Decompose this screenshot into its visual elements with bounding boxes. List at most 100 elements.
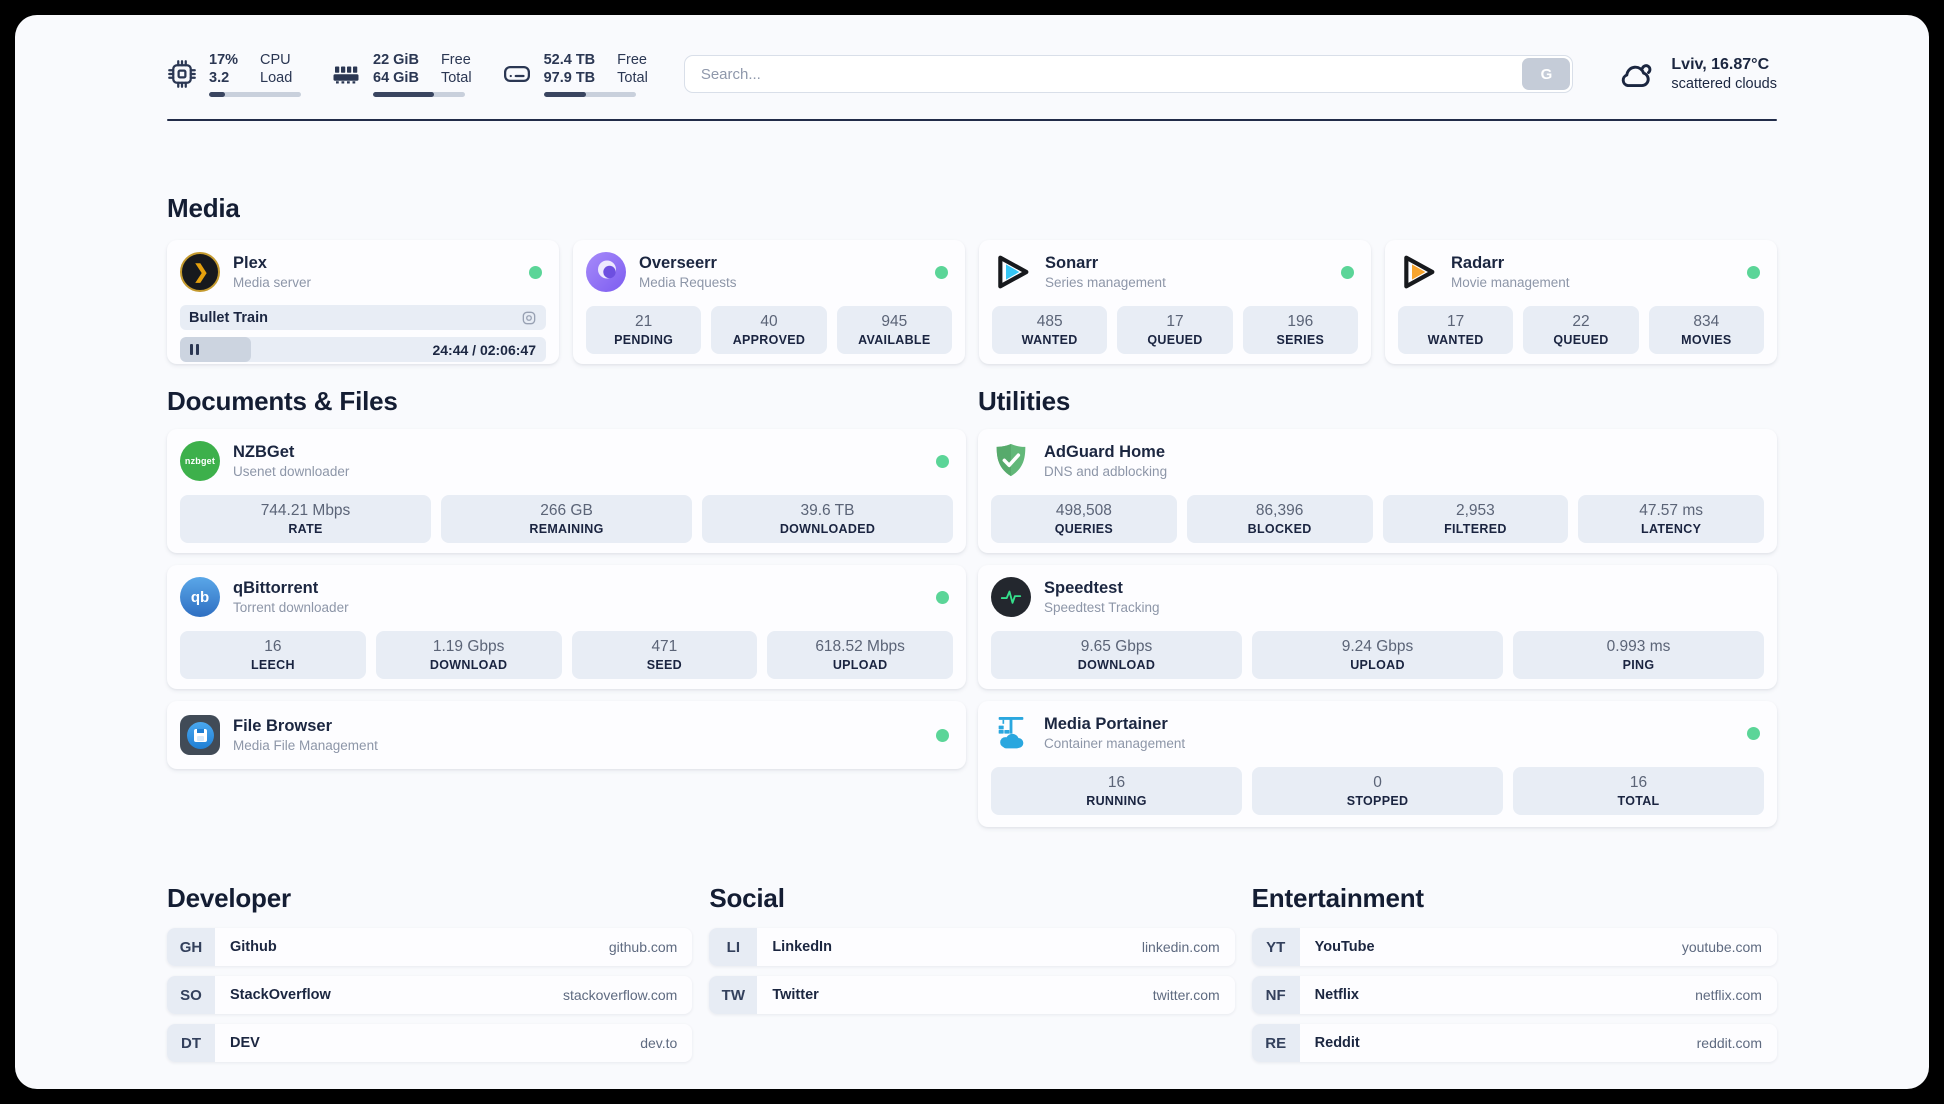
stat-label: MOVIES (1681, 333, 1732, 347)
status-online-dot (1747, 265, 1760, 279)
radarr-icon (1398, 252, 1438, 292)
app-card-filebrowser[interactable]: File Browser Media File Management (167, 701, 966, 769)
app-title: Media Portainer (1044, 714, 1168, 733)
nzbget-icon: nzbget (180, 441, 220, 481)
bookmark-abbr: NF (1251, 976, 1300, 1014)
stat-label: DOWNLOAD (1077, 658, 1156, 672)
bookmark-youtube[interactable]: YT YouTube youtube.com (1251, 928, 1777, 966)
app-card-radarr[interactable]: Radarr Movie management 17 WANTED 22 QUE… (1385, 240, 1777, 364)
bookmark-reddit[interactable]: RE Reddit reddit.com (1251, 1024, 1777, 1062)
status-online-dot (529, 265, 542, 279)
app-subtitle: Torrent downloader (233, 599, 349, 615)
bookmark-netflix[interactable]: NF Netflix netflix.com (1251, 976, 1777, 1014)
stat-label: APPROVED (732, 333, 806, 347)
stat-pill: 498,508 QUERIES (991, 495, 1177, 543)
bookmark-domain: twitter.com (1152, 987, 1220, 1003)
status-online-dot (1747, 726, 1760, 740)
bookmark-name: Reddit (1314, 1035, 1360, 1051)
stat-value: 471 (651, 638, 678, 655)
app-card-plex[interactable]: ❯ Plex Media server Bullet Train (167, 240, 559, 364)
bookmark-name: Netflix (1314, 987, 1359, 1003)
disk-labels: Free Total (617, 52, 648, 86)
app-title: NZBGet (233, 442, 295, 461)
stat-label: PING (1622, 658, 1655, 672)
app-subtitle: Media server (233, 274, 312, 290)
stat-value: 2,953 (1455, 502, 1495, 519)
stat-label: SEED (646, 658, 682, 672)
stat-label: DOWNLOADED (779, 522, 876, 536)
stat-pill: 744.21 Mbps RATE (180, 495, 431, 543)
stat-label: STOPPED (1346, 794, 1409, 808)
qbittorrent-icon: qb (180, 577, 220, 617)
stat-pill: 17 QUEUED (1117, 306, 1233, 354)
stat-label: FILTERED (1444, 522, 1507, 536)
app-card-qbittorrent[interactable]: qb qBittorrent Torrent downloader 16 LEE… (167, 565, 966, 689)
system-stats: 17% 3.2 CPU Load (167, 51, 648, 97)
playback-time: 24:44 / 02:06:47 (432, 341, 536, 358)
bookmark-name: Twitter (772, 987, 819, 1003)
search-bar: G (683, 55, 1574, 93)
weather-widget: Lviv, 16.87°C scattered clouds (1617, 55, 1777, 94)
app-subtitle: Movie management (1451, 274, 1570, 290)
stat-pill: 834 MOVIES (1648, 306, 1764, 354)
bookmark-abbr: SO (167, 976, 215, 1014)
stat-pill: 0 STOPPED (1252, 767, 1503, 815)
bookmark-dev[interactable]: DT DEV dev.to (167, 1024, 693, 1062)
weather-condition: scattered clouds (1671, 75, 1777, 92)
cpu-labels: CPU Load (260, 52, 293, 86)
overseerr-icon (586, 252, 626, 292)
bookmark-linkedin[interactable]: LI LinkedIn linkedin.com (709, 928, 1235, 966)
bookmark-stackoverflow[interactable]: SO StackOverflow stackoverflow.com (167, 976, 693, 1014)
stat-pill: 485 WANTED (992, 306, 1108, 354)
ram-icon (333, 66, 359, 84)
stat-pill: 618.52 Mbps UPLOAD (767, 631, 953, 679)
app-subtitle: Media File Management (233, 737, 378, 753)
section-title-developer: Developer (167, 883, 291, 913)
ram-values: 22 GiB 64 GiB (373, 52, 419, 86)
stat-label: RATE (288, 522, 323, 536)
stat-label: PENDING (614, 333, 674, 347)
bookmark-domain: linkedin.com (1141, 939, 1220, 955)
sonarr-icon (992, 252, 1032, 292)
cpu-progress-bar (209, 92, 301, 97)
status-online-dot (936, 590, 949, 604)
search-engine-button[interactable]: G (1522, 58, 1571, 90)
stat-value: 834 (1693, 313, 1720, 330)
app-card-nzbget[interactable]: nzbget NZBGet Usenet downloader 744.21 M… (167, 429, 966, 553)
app-title: File Browser (233, 716, 333, 735)
cpu-icon (168, 60, 196, 88)
stat-value: 16 (1629, 774, 1648, 791)
bookmark-name: YouTube (1314, 939, 1375, 955)
app-card-adguard[interactable]: AdGuard Home DNS and adblocking 498,508 … (978, 429, 1777, 553)
status-online-dot (935, 265, 948, 279)
stat-label: TOTAL (1617, 794, 1660, 808)
stat-label: BLOCKED (1247, 522, 1312, 536)
bookmark-abbr: DT (167, 1024, 215, 1062)
stat-label: AVAILABLE (858, 333, 931, 347)
disk-icon (503, 66, 530, 82)
app-title: qBittorrent (233, 578, 319, 597)
stat-label: WANTED (1021, 333, 1078, 347)
search-input[interactable] (683, 55, 1574, 93)
stat-value: 47.57 ms (1639, 502, 1703, 519)
app-card-portainer[interactable]: Media Portainer Container management 16 … (978, 701, 1777, 827)
app-card-overseerr[interactable]: Overseerr Media Requests 21 PENDING 40 A… (573, 240, 965, 364)
bookmark-twitter[interactable]: TW Twitter twitter.com (709, 976, 1235, 1014)
stat-label: DOWNLOAD (429, 658, 508, 672)
stat-pill: 471 SEED (571, 631, 758, 679)
stat-value: 39.6 TB (800, 502, 855, 519)
app-card-sonarr[interactable]: Sonarr Series management 485 WANTED 17 Q… (979, 240, 1371, 364)
app-card-speedtest[interactable]: Speedtest Speedtest Tracking 9.65 Gbps D… (978, 565, 1777, 689)
bookmark-github[interactable]: GH Github github.com (167, 928, 693, 966)
stat-pill: 9.24 Gbps UPLOAD (1252, 631, 1503, 679)
app-title: Plex (233, 253, 267, 272)
stat-pill: 22 QUEUED (1523, 306, 1639, 354)
status-online-dot (936, 728, 949, 742)
portainer-icon (991, 713, 1031, 753)
stat-value: 485 (1036, 313, 1063, 330)
now-playing-title: Bullet Train (189, 309, 268, 326)
section-title-social: Social (709, 883, 785, 913)
stat-label: UPLOAD (832, 658, 888, 672)
stat-value: 40 (760, 313, 778, 330)
stat-label: QUEUED (1147, 333, 1203, 347)
